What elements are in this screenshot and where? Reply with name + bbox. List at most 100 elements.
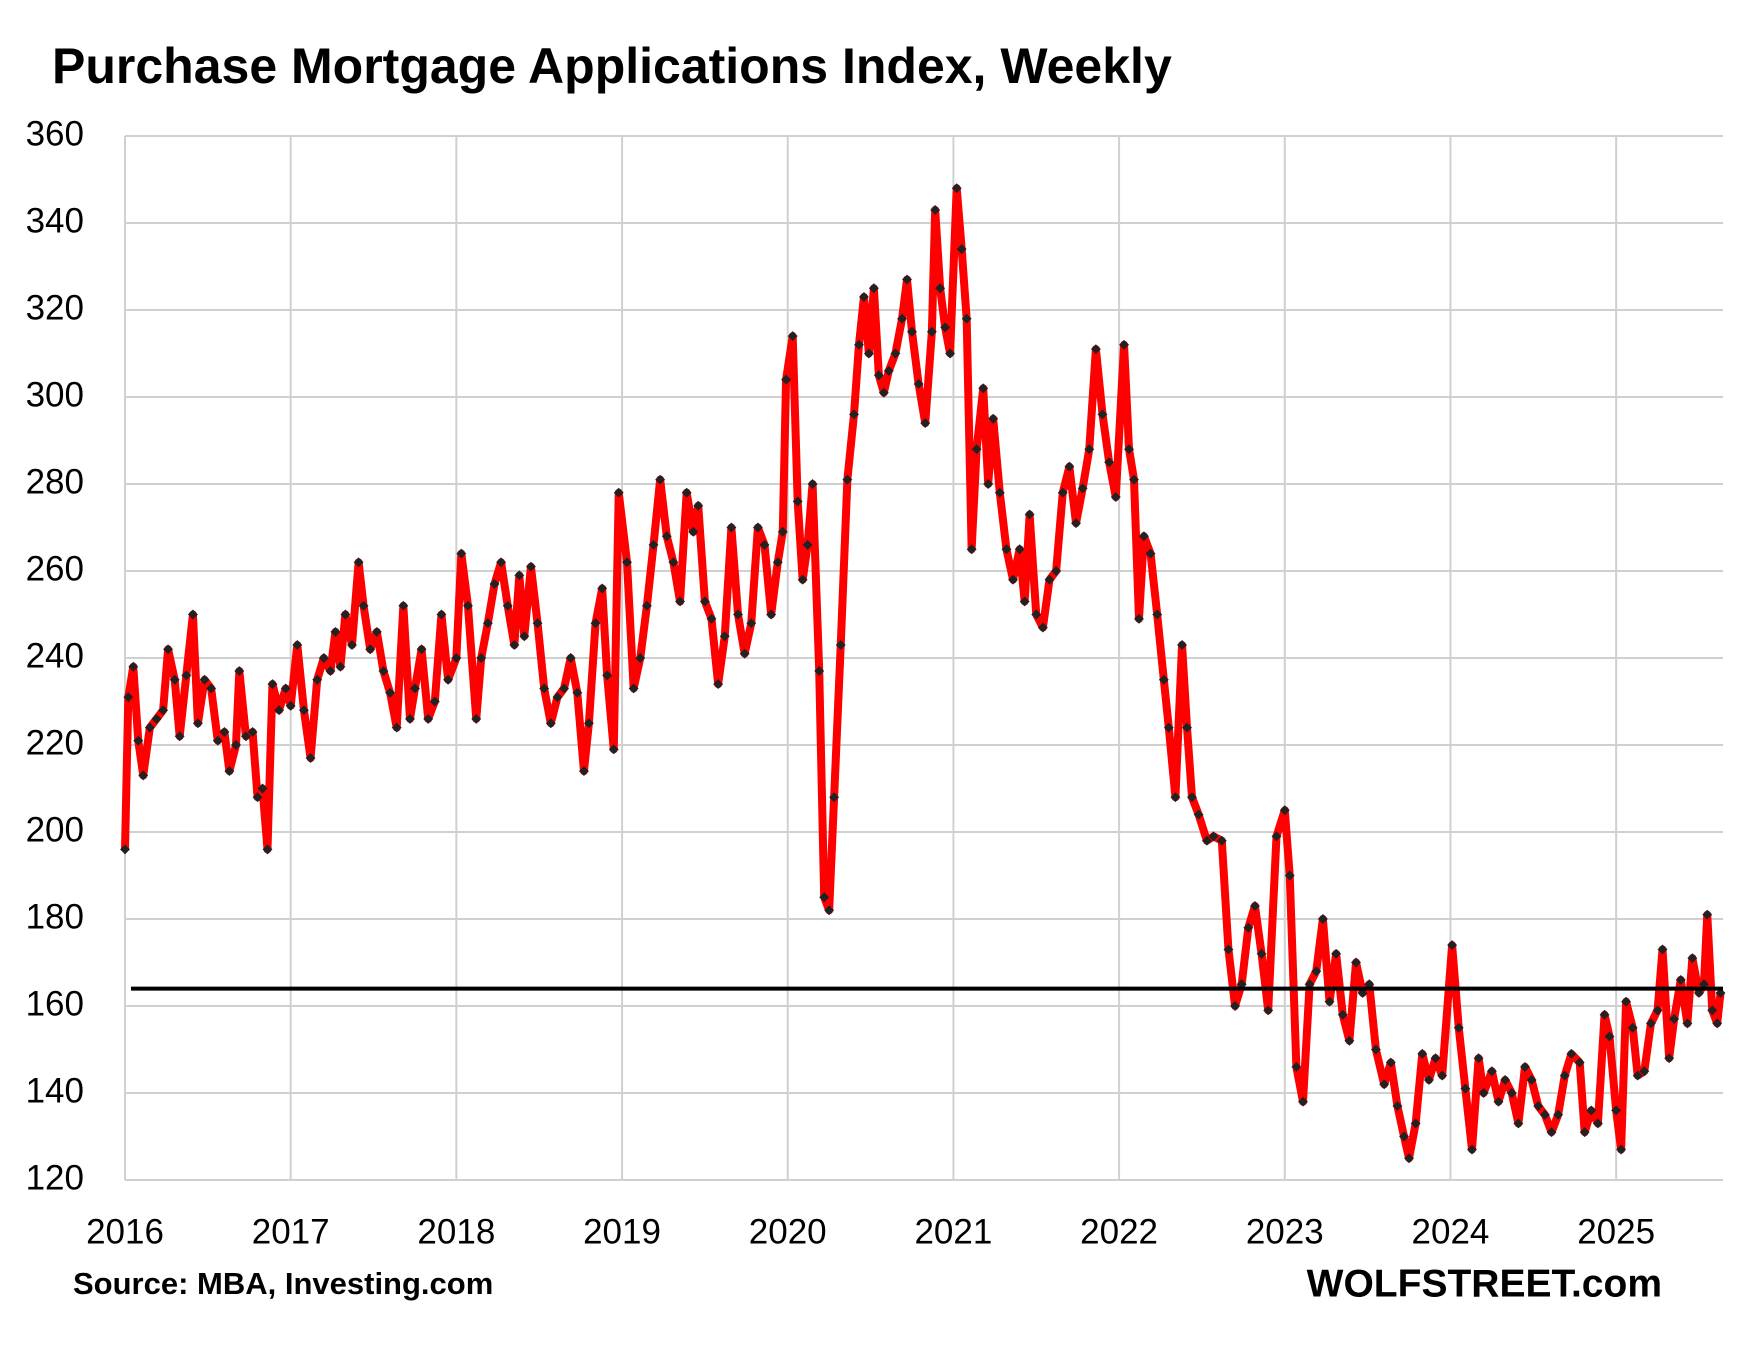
data-point: [930, 205, 941, 215]
data-point: [1417, 1048, 1428, 1059]
data-point: [777, 526, 788, 537]
data-point: [1163, 722, 1174, 733]
data-point: [733, 609, 743, 620]
data-point: [951, 183, 962, 194]
data-point: [781, 374, 792, 385]
data-point: [1216, 835, 1227, 846]
data-point: [1621, 996, 1632, 1007]
data-point: [489, 579, 500, 589]
data-point: [391, 722, 402, 733]
data-point: [1632, 1070, 1643, 1081]
data-point: [719, 631, 730, 642]
data-point: [476, 653, 487, 663]
data-point: [635, 653, 646, 663]
data-point: [1138, 531, 1149, 542]
data-point: [409, 683, 420, 694]
data-point: [961, 313, 972, 324]
data-point: [1707, 1005, 1718, 1016]
data-point: [423, 713, 434, 724]
data-point: [335, 661, 346, 672]
data-point: [1399, 1131, 1410, 1142]
data-point: [583, 718, 594, 729]
data-point: [935, 283, 946, 294]
data-point: [802, 539, 813, 550]
data-point: [590, 618, 601, 629]
data-point: [163, 644, 174, 655]
data-point: [1712, 1018, 1723, 1029]
data-point: [285, 700, 296, 711]
data-point: [1324, 996, 1335, 1007]
plot-layer: [120, 183, 1726, 1164]
data-point: [1639, 1066, 1650, 1077]
data-point: [312, 674, 323, 685]
data-point: [824, 905, 835, 916]
data-point: [994, 487, 1005, 498]
data-point: [868, 283, 879, 294]
data-point: [661, 531, 672, 542]
data-point: [971, 444, 982, 455]
data-point: [759, 539, 770, 550]
data-point: [353, 557, 364, 568]
data-point: [565, 653, 576, 663]
data-point: [1669, 1014, 1680, 1024]
x-tick-label: 2017: [252, 1212, 330, 1251]
data-point: [940, 322, 951, 333]
data-point: [1559, 1070, 1570, 1081]
data-point: [371, 626, 382, 637]
data-point: [926, 326, 937, 337]
data-point: [1604, 1031, 1615, 1042]
data-point: [436, 609, 447, 620]
data-point: [668, 557, 679, 568]
data-point: [525, 561, 536, 572]
data-point: [978, 383, 989, 394]
data-point: [1014, 544, 1025, 555]
data-point: [1024, 509, 1035, 520]
data-point: [1453, 1022, 1464, 1033]
data-point: [1097, 409, 1108, 420]
data-point: [257, 783, 268, 794]
data-point: [1392, 1101, 1403, 1111]
data-point: [133, 735, 144, 746]
data-point: [545, 718, 556, 729]
data-point: [1223, 944, 1234, 955]
y-tick-label: 240: [26, 636, 84, 675]
data-point: [305, 753, 316, 763]
data-point: [1616, 1144, 1627, 1155]
data-point: [128, 661, 139, 672]
data-point: [358, 600, 369, 611]
data-point: [1077, 483, 1088, 494]
data-point: [681, 487, 692, 498]
data-point: [181, 670, 192, 681]
data-point: [234, 666, 245, 676]
data-point: [902, 274, 912, 285]
data-point: [797, 574, 808, 585]
data-point: [835, 640, 846, 650]
data-point: [1051, 566, 1062, 576]
data-point: [1230, 1001, 1241, 1011]
x-tick-label: 2020: [749, 1212, 827, 1251]
data-point: [1145, 548, 1156, 559]
data-point: [1430, 1053, 1441, 1064]
data-point: [1037, 622, 1048, 633]
x-tick-label: 2022: [1080, 1212, 1158, 1251]
data-point: [325, 666, 336, 676]
data-point: [451, 653, 462, 663]
data-point: [405, 713, 415, 724]
data-point: [699, 596, 710, 607]
data-point: [385, 687, 396, 698]
data-point: [1500, 1075, 1511, 1085]
data-point: [829, 792, 840, 803]
data-point: [1702, 909, 1713, 920]
source-note: Source: MBA, Investing.com: [73, 1266, 493, 1301]
data-point: [219, 727, 230, 737]
data-point: [298, 705, 309, 716]
data-point: [1071, 518, 1081, 529]
data-point: [1201, 835, 1212, 846]
data-point: [1682, 1018, 1693, 1029]
data-point: [340, 609, 351, 620]
data-point: [572, 687, 583, 698]
data-point: [1410, 1118, 1421, 1129]
data-point: [1447, 940, 1458, 951]
data-point: [655, 474, 666, 485]
data-point: [1473, 1053, 1484, 1064]
